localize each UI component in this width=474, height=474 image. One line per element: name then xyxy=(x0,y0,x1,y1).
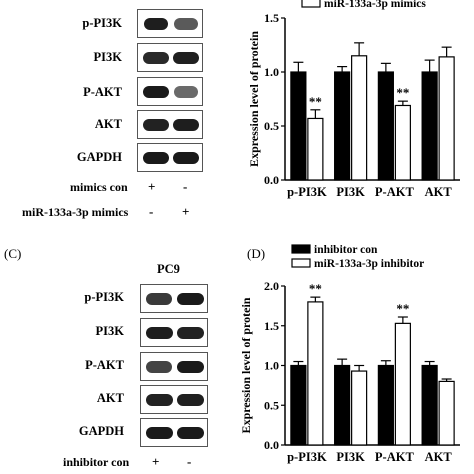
y-tick-label: 0.0 xyxy=(264,438,279,452)
significance-marker: ** xyxy=(396,301,409,316)
bar xyxy=(421,364,438,446)
bar xyxy=(351,370,368,446)
blot-label: p-PI3K xyxy=(82,16,122,30)
blot-band-box xyxy=(140,418,208,447)
blot-band-box xyxy=(137,43,203,72)
blot-label: P-AKT xyxy=(85,358,124,372)
legend-label: miR-133a-3p mimics xyxy=(324,0,426,10)
y-axis-label: Expression level of protein xyxy=(247,31,261,167)
legend-label: inhibitor con xyxy=(314,244,378,256)
blot-band-box xyxy=(137,143,203,172)
blot-band-box xyxy=(140,385,208,414)
bar xyxy=(394,104,411,181)
bar-chart-bottom: 0.0 0.5 1.0 1.5 2.0 Expression level of prote… xyxy=(239,244,460,464)
x-tick-label: AKT xyxy=(425,450,453,464)
legend-swatch xyxy=(291,258,311,268)
legend-swatch xyxy=(291,244,311,254)
blot-band-box xyxy=(137,77,203,106)
condition-sign: + xyxy=(182,204,190,219)
blot-band-box xyxy=(140,318,208,347)
x-tick-label: AKT xyxy=(425,185,453,199)
y-tick-label: 1.0 xyxy=(264,359,279,373)
blot-label: AKT xyxy=(96,391,124,405)
blot-label: p-PI3K xyxy=(84,290,124,304)
condition-label: mimics con xyxy=(70,180,128,194)
blot-label: PI3K xyxy=(93,50,122,64)
blot-label: P-AKT xyxy=(83,85,122,99)
condition-sign: + xyxy=(148,179,156,194)
bar xyxy=(377,71,394,181)
blot-label: AKT xyxy=(94,117,122,131)
blot-band-box xyxy=(137,9,203,38)
x-tick-label: p-PI3K xyxy=(287,450,327,464)
significance-marker: ** xyxy=(309,281,322,296)
bar xyxy=(307,117,324,181)
bar xyxy=(290,364,307,446)
blot-label: GAPDH xyxy=(76,150,122,164)
cell-line-label: PC9 xyxy=(157,262,180,276)
panel-letter-c: (C) xyxy=(4,246,22,261)
condition-sign: - xyxy=(183,179,188,194)
x-tick-label: PI3K xyxy=(336,185,365,199)
condition-label: miR-133a-3p mimics xyxy=(22,205,129,219)
bar xyxy=(438,56,455,181)
x-tick-label: P-AKT xyxy=(375,185,415,199)
condition-label: inhibitor con xyxy=(63,455,130,469)
y-axis-label: Expression level of protein xyxy=(239,297,253,433)
condition-sign: - xyxy=(187,454,192,469)
y-tick-label: 0.5 xyxy=(264,119,279,133)
panel-letter-d: (D) xyxy=(247,246,266,261)
blot-band-box xyxy=(137,110,203,139)
condition-sign: + xyxy=(152,454,160,469)
x-tick-label: p-PI3K xyxy=(287,185,327,199)
significance-marker: ** xyxy=(309,94,322,109)
legend-swatch xyxy=(301,0,321,8)
bar xyxy=(421,71,438,181)
blot-label: GAPDH xyxy=(78,424,124,438)
y-tick-label: 1.5 xyxy=(264,11,279,25)
bar xyxy=(334,71,351,181)
x-tick-label: PI3K xyxy=(336,450,365,464)
bar xyxy=(438,380,455,446)
bar xyxy=(394,322,411,446)
bar xyxy=(377,364,394,446)
condition-sign: - xyxy=(149,204,154,219)
y-tick-label: 1.5 xyxy=(264,319,279,333)
significance-marker: ** xyxy=(396,85,409,100)
legend-label: miR-133a-3p inhibitor xyxy=(314,258,424,270)
y-tick-label: 0.5 xyxy=(264,398,279,412)
y-tick-label: 2.0 xyxy=(264,279,279,293)
bar xyxy=(290,71,307,181)
blot-label: PI3K xyxy=(95,324,124,338)
blot-band-box xyxy=(140,352,208,381)
blot-band-box xyxy=(140,284,208,313)
bar xyxy=(351,55,368,181)
y-tick-label: 0.0 xyxy=(264,173,279,187)
bar xyxy=(307,301,324,446)
x-tick-label: P-AKT xyxy=(375,450,415,464)
bar xyxy=(334,364,351,446)
y-tick-label: 1.0 xyxy=(264,65,279,79)
